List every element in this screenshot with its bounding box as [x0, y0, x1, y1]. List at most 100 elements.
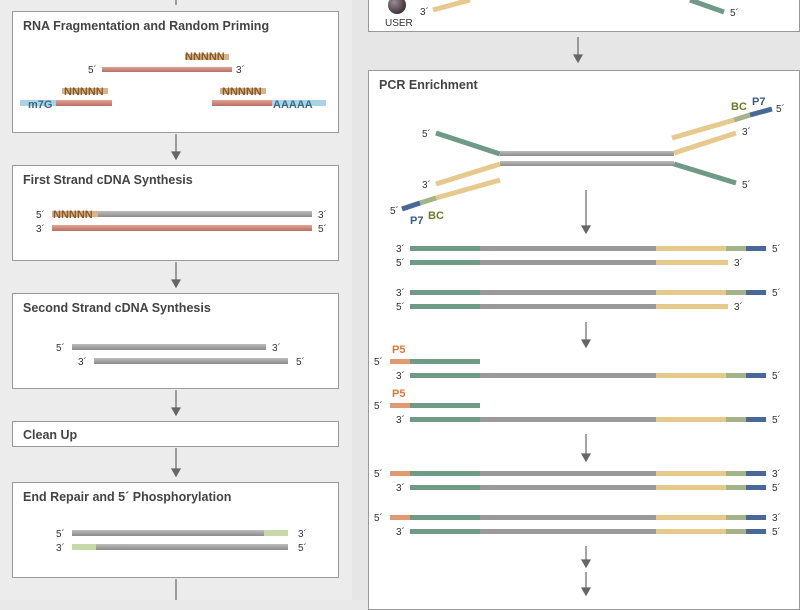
p5-label: P5	[392, 344, 405, 356]
three-prime-label: 3´	[298, 528, 307, 540]
bc-label: BC	[731, 101, 747, 113]
three-prime-label: 3´	[396, 414, 405, 426]
five-prime-label: 5´	[374, 512, 383, 524]
three-prime-label: 3´	[742, 126, 751, 138]
insert-segment	[480, 304, 656, 309]
barcode-segment	[726, 417, 746, 422]
random-primer	[220, 88, 266, 94]
adapter-green-segment	[410, 417, 480, 422]
user-enzyme-icon	[388, 0, 406, 14]
five-prime-label: 5´	[56, 342, 65, 354]
adapter-green-arm	[435, 130, 501, 157]
three-prime-label: 3´	[420, 6, 429, 18]
repaired-end	[264, 530, 288, 536]
rna-template	[52, 225, 312, 231]
three-prime-label: 3´	[396, 482, 405, 494]
three-prime-label: 3´	[396, 370, 405, 382]
cap-segment	[20, 100, 56, 106]
three-prime-label: 3´	[396, 526, 405, 538]
three-prime-label: 3´	[422, 179, 431, 191]
step-top-partial-box	[368, 0, 800, 32]
p7-segment	[746, 246, 766, 251]
random-primer	[62, 88, 108, 94]
five-prime-label: 5´	[390, 205, 399, 217]
step-title: First Strand cDNA Synthesis	[23, 173, 193, 187]
cdna-strand	[96, 544, 288, 550]
five-prime-label: 5´	[298, 542, 307, 554]
adapter-yellow-segment	[656, 485, 726, 490]
p7-segment	[746, 373, 766, 378]
step-title: Clean Up	[23, 428, 78, 442]
adapter-yellow-arm	[435, 161, 501, 187]
adapter-yellow-segment	[656, 246, 726, 251]
barcode-segment	[726, 373, 746, 378]
pcr-products: 3´ 5´ 5´ 3´ 3´ 5´ 5´ 3´ P5 5´ 3´ 5´ P5 5´ 3´ 5´ 5´ 3´ 3´ 5´…	[374, 243, 781, 538]
step-title: End Repair and 5´ Phosphorylation	[23, 490, 232, 504]
p7-label: P7	[410, 215, 423, 227]
adapter-yellow-segment	[656, 260, 728, 265]
flow-arrows-right	[572, 37, 592, 597]
barcode-segment	[726, 471, 746, 476]
p5-segment	[390, 515, 410, 520]
insert-strand-top	[500, 151, 674, 156]
barcode-segment	[726, 485, 746, 490]
cdna-first-strand	[98, 211, 312, 217]
p5-segment	[390, 359, 410, 364]
step-title: Second Strand cDNA Synthesis	[23, 301, 211, 315]
five-prime-label: 5´	[88, 64, 97, 76]
three-prime-label: 3´	[56, 542, 65, 554]
pcr-primer	[671, 117, 735, 141]
p5-label: P5	[392, 388, 405, 400]
p7-label: P7	[752, 96, 765, 108]
adapter-green-segment	[410, 359, 480, 364]
insert-segment	[480, 260, 656, 265]
p7-segment	[401, 200, 421, 212]
three-prime-label: 3´	[396, 243, 405, 255]
five-prime-label: 5´	[36, 209, 45, 221]
five-prime-label: 5´	[772, 482, 781, 494]
three-prime-label: 3´	[772, 512, 781, 524]
three-prime-label: 3´	[734, 257, 743, 269]
p7-segment	[746, 515, 766, 520]
five-prime-label: 5´	[318, 223, 327, 235]
five-prime-label: 5´	[772, 287, 781, 299]
five-prime-label: 5´	[374, 468, 383, 480]
pcr-y-adapter-diagram: 5´ 3´ 5´ 3´ 5´ BC P7 5´ P7 BC	[390, 96, 785, 227]
adapter-yellow-segment	[656, 515, 726, 520]
polya-label: AAAAA	[273, 99, 313, 111]
three-prime-label: 3´	[734, 301, 743, 313]
rna-strand	[56, 100, 112, 106]
five-prime-label: 5´	[772, 526, 781, 538]
adapter-green-segment	[410, 373, 480, 378]
first-strand-diagram: 5´ NNNNN 3´ 3´ 5´	[36, 209, 327, 235]
adapter-green-segment	[410, 246, 480, 251]
random-primer	[185, 54, 229, 60]
rna-strand	[102, 67, 232, 72]
five-prime-label: 5´	[374, 356, 383, 368]
three-prime-label: 3´	[236, 64, 245, 76]
adapter-green-segment	[410, 485, 480, 490]
five-prime-label: 5´	[422, 128, 431, 140]
insert-strand-bottom	[500, 161, 674, 166]
p5-segment	[390, 471, 410, 476]
cdna-strand	[94, 358, 288, 364]
three-prime-label: 3´	[318, 209, 327, 221]
step-rna-fragmentation: RNA Fragmentation and Random Priming	[12, 11, 339, 133]
repaired-end	[72, 544, 96, 550]
flow-arrows-left	[170, 0, 182, 600]
adapter-yellow-arm	[432, 0, 471, 13]
three-prime-label: 3´	[396, 287, 405, 299]
barcode-segment	[733, 112, 751, 123]
five-prime-label: 5´	[772, 370, 781, 382]
nnnnn-label: NNNNN	[222, 86, 262, 98]
adapter-green-arm	[689, 0, 725, 15]
three-prime-label: 3´	[272, 342, 281, 354]
nnnnn-label: NNNNN	[185, 51, 225, 63]
m7g-cap-label: m7G	[28, 99, 52, 111]
p7-segment	[749, 106, 773, 118]
adapter-yellow-segment	[656, 471, 726, 476]
insert-segment	[480, 471, 656, 476]
five-prime-label: 5´	[730, 7, 739, 19]
three-prime-label: 3´	[36, 223, 45, 235]
user-enzyme-diagram: USER 3´ 5´	[385, 0, 739, 29]
